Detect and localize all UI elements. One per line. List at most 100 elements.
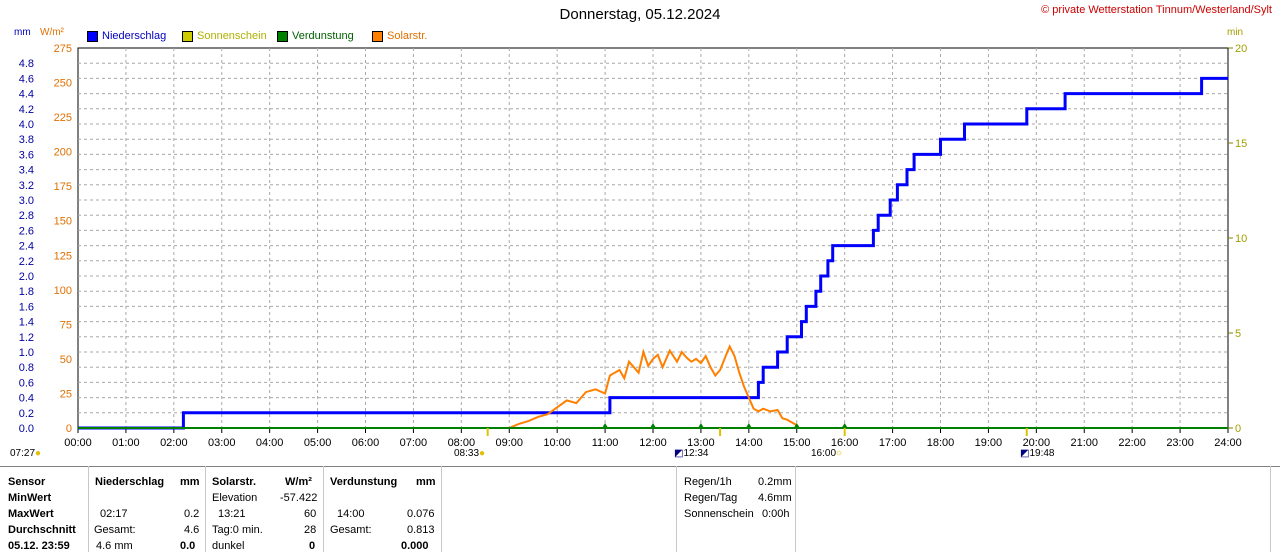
table-col-divider	[441, 466, 442, 552]
moon-icon: ◩	[1020, 448, 1030, 459]
table-header-verdunstung: Verdunstung	[330, 476, 398, 488]
y-tick-label-min: 15	[1235, 138, 1247, 150]
table-col-divider	[1270, 466, 1271, 552]
evaporation-marker	[602, 423, 609, 428]
y-tick-label-mm: 0.4	[19, 393, 34, 405]
table-cell: 0.076	[407, 508, 435, 520]
table-cell: 4.6	[184, 524, 200, 536]
y-tick-label-min: 5	[1235, 328, 1241, 340]
x-tick-label: 02:00	[160, 437, 188, 449]
left-time-label: 07:27●	[10, 448, 41, 459]
table-cell: 0.2	[184, 508, 200, 520]
legend-solarstr: Solarstr.	[372, 30, 427, 42]
table-divider	[0, 466, 1280, 467]
x-tick-label: 05:00	[304, 437, 332, 449]
x-tick-label: 06:00	[352, 437, 380, 449]
table-col-divider	[676, 466, 677, 552]
y-tick-label-mm: 2.4	[19, 241, 34, 253]
evaporation-marker	[697, 423, 704, 428]
y-tick-label-mm: 1.8	[19, 286, 34, 298]
sunrise-icon: ●	[479, 448, 486, 459]
table-cell: dunkel	[212, 540, 245, 552]
table-cell: 0	[309, 540, 316, 552]
moonset-marker: ◩19:48	[1020, 448, 1054, 459]
copyright-label: © private Wetterstation Tinnum/Westerlan…	[1041, 4, 1272, 16]
unit-wm2-label: W/m²	[40, 27, 64, 38]
legend-niederschlag: Niederschlag	[87, 30, 166, 42]
legend-swatch-orange	[372, 30, 383, 42]
table-row-label: Durchschnitt	[8, 524, 76, 536]
table-col-divider	[795, 466, 796, 552]
table-cell: 14:00	[337, 508, 365, 520]
y-tick-label-mm: 1.4	[19, 317, 34, 329]
y-tick-label-wm2: 150	[54, 216, 72, 228]
sunset-icon: ○	[836, 448, 843, 459]
x-tick-label: 22:00	[1118, 437, 1146, 449]
table-row-label: MaxWert	[8, 508, 54, 520]
x-tick-label: 18:00	[927, 437, 955, 449]
y-tick-label-mm: 2.6	[19, 225, 34, 237]
y-tick-label-wm2: 250	[54, 78, 72, 90]
summary-label: Regen/Tag	[684, 492, 738, 504]
summary-value: 0:00h	[762, 508, 790, 520]
y-tick-label-min: 20	[1235, 43, 1247, 55]
sunset-marker: 16:00○	[811, 448, 842, 459]
x-tick-label: 09:00	[495, 437, 523, 449]
x-tick-label: 16:00	[831, 437, 859, 449]
y-tick-label-wm2: 25	[60, 388, 72, 400]
evaporation-marker	[650, 423, 656, 428]
y-tick-label-mm: 4.6	[19, 73, 34, 85]
table-header-solarstr: Solarstr.	[212, 476, 257, 488]
y-tick-label-mm: 3.0	[19, 195, 34, 207]
legend-label: Sonnenschein	[197, 30, 267, 42]
table-cell: 60	[304, 508, 317, 520]
table-header-unit: mm	[180, 476, 200, 488]
y-tick-label-wm2: 0	[66, 423, 72, 435]
y-tick-label-mm: 0.8	[19, 362, 34, 374]
y-tick-label-mm: 3.4	[19, 165, 34, 177]
table-cell: 02:17	[100, 508, 128, 520]
table-cell: -57.422	[280, 492, 318, 504]
unit-min-label: min	[1227, 27, 1244, 38]
legend-label: Verdunstung	[292, 30, 354, 42]
y-tick-label-mm: 1.6	[19, 301, 34, 313]
evaporation-marker	[793, 423, 800, 428]
y-tick-label-mm: 4.2	[19, 104, 34, 116]
y-tick-label-mm: 3.6	[19, 149, 34, 161]
left-time-value: 07:27	[10, 448, 36, 459]
x-tick-label: 20:00	[1023, 437, 1051, 449]
table-header-unit: W/m²	[285, 476, 312, 488]
x-tick-label: 19:00	[975, 437, 1003, 449]
y-tick-label-mm: 1.0	[19, 347, 34, 359]
table-cell: Gesamt:	[330, 524, 372, 536]
y-tick-label-min: 0	[1235, 423, 1241, 435]
summary-value: 4.6mm	[758, 492, 792, 504]
series-line-niederschlag	[78, 76, 1228, 430]
summary-value: 0.2mm	[758, 476, 792, 488]
y-tick-label-mm: 0.0	[19, 423, 34, 435]
x-tick-label: 21:00	[1070, 437, 1098, 449]
x-tick-label: 13:00	[687, 437, 715, 449]
y-tick-label-wm2: 100	[54, 285, 72, 297]
table-cell: Gesamt:	[94, 524, 136, 536]
x-tick-label: 15:00	[783, 437, 811, 449]
y-tick-label-mm: 4.0	[19, 119, 34, 131]
plot-frame	[77, 47, 1229, 429]
y-tick-label-mm: 2.8	[19, 210, 34, 222]
y-tick-label-wm2: 75	[60, 319, 72, 331]
table-header-niederschlag: Niederschlag	[95, 476, 165, 488]
sunrise-value: 08:33	[454, 448, 480, 459]
legend-swatch-green	[277, 30, 288, 42]
table-col-divider	[205, 466, 206, 552]
moonrise-marker: ◩12:34	[674, 448, 708, 459]
moonset-value: 19:48	[1029, 448, 1055, 459]
moon-icon: ◩	[674, 448, 684, 459]
moonrise-value: 12:34	[683, 448, 709, 459]
y-tick-label-wm2: 175	[54, 181, 72, 193]
table-header-unit: mm	[416, 476, 436, 488]
x-tick-label: 07:00	[400, 437, 428, 449]
chart-canvas: 00:00 01:00 02:00 03:00 04:00 05:00 06:00 07:00…	[19, 43, 1248, 449]
table-cell: 0.0	[180, 540, 196, 552]
summary-label: Sonnenschein	[684, 508, 754, 520]
y-tick-label-mm: 4.4	[19, 89, 34, 101]
